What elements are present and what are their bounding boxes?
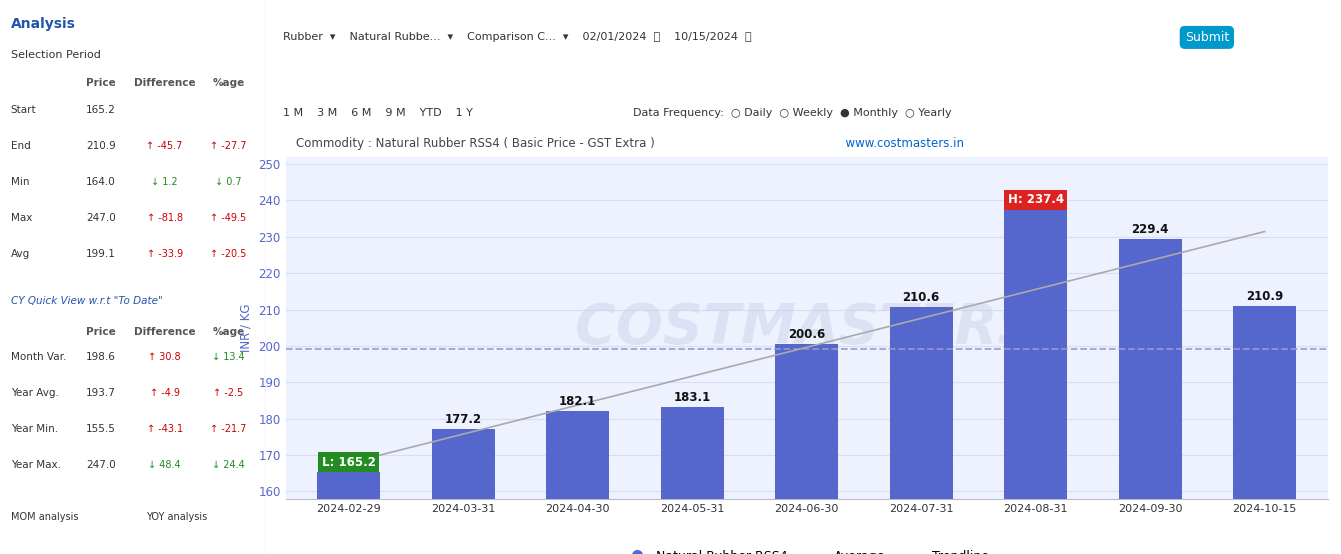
Text: ↓ 48.4: ↓ 48.4 [149, 460, 181, 470]
Bar [775, 343, 838, 499]
Text: 247.0: 247.0 [86, 460, 115, 470]
Text: 193.7: 193.7 [86, 388, 115, 398]
Text: ↑ -2.5: ↑ -2.5 [213, 388, 244, 398]
Text: 164.0: 164.0 [86, 177, 115, 187]
Text: Submit: Submit [1184, 31, 1228, 44]
Bar [661, 407, 724, 499]
Bar [889, 307, 952, 499]
Text: ↑ 30.8: ↑ 30.8 [149, 352, 181, 362]
Text: ↑ -43.1: ↑ -43.1 [146, 424, 182, 434]
Text: ↓ 13.4: ↓ 13.4 [212, 352, 244, 362]
Text: 199.1: 199.1 [86, 249, 115, 259]
Text: L: 165.2: L: 165.2 [322, 456, 375, 469]
Text: ↑ -81.8: ↑ -81.8 [146, 213, 182, 223]
Text: Price: Price [86, 327, 115, 337]
Text: 183.1: 183.1 [673, 392, 711, 404]
Y-axis label: INR / KG: INR / KG [240, 304, 253, 352]
Text: 210.9: 210.9 [86, 141, 115, 151]
Text: End: End [11, 141, 31, 151]
Text: ↓ 1.2: ↓ 1.2 [152, 177, 178, 187]
Bar [546, 411, 609, 499]
Text: Data Frequency:  ○ Daily  ○ Weekly  ● Monthly  ○ Yearly: Data Frequency: ○ Daily ○ Weekly ● Month… [633, 109, 952, 119]
Bar [1118, 239, 1181, 499]
Text: 155.5: 155.5 [86, 424, 115, 434]
Text: ↑ -27.7: ↑ -27.7 [211, 141, 247, 151]
Text: 198.6: 198.6 [86, 352, 115, 362]
Text: 200.6: 200.6 [789, 328, 825, 341]
Text: Year Avg.: Year Avg. [11, 388, 59, 398]
Text: Start: Start [11, 105, 36, 115]
Text: Difference: Difference [134, 78, 196, 88]
Bar [432, 429, 495, 499]
Text: Min: Min [11, 177, 30, 187]
Bar [316, 473, 380, 499]
Text: www.costmasters.in: www.costmasters.in [838, 137, 964, 150]
Text: 177.2: 177.2 [445, 413, 481, 426]
Bar [1234, 306, 1297, 499]
Text: 247.0: 247.0 [86, 213, 115, 223]
Text: Price: Price [86, 78, 115, 88]
Text: 1 M    3 M    6 M    9 M    YTD    1 Y: 1 M 3 M 6 M 9 M YTD 1 Y [283, 109, 473, 119]
Text: CY Quick View w.r.t "To Date": CY Quick View w.r.t "To Date" [11, 296, 162, 306]
Text: Max: Max [11, 213, 32, 223]
Text: ↓ 0.7: ↓ 0.7 [215, 177, 241, 187]
Text: 210.9: 210.9 [1246, 290, 1283, 304]
Bar [1004, 210, 1067, 499]
Text: Analysis: Analysis [11, 17, 75, 30]
Text: 182.1: 182.1 [559, 395, 597, 408]
Text: ↓ 24.4: ↓ 24.4 [212, 460, 244, 470]
Text: Avg: Avg [11, 249, 30, 259]
Text: Difference: Difference [134, 327, 196, 337]
Legend: Natural Rubber RSS4, Average, Trendline: Natural Rubber RSS4, Average, Trendline [620, 545, 994, 554]
Text: Year Max.: Year Max. [11, 460, 60, 470]
Text: ↑ -21.7: ↑ -21.7 [211, 424, 247, 434]
Text: ↑ -49.5: ↑ -49.5 [211, 213, 247, 223]
Text: %age: %age [212, 327, 244, 337]
Text: YOY analysis: YOY analysis [146, 512, 208, 522]
Text: %age: %age [212, 78, 244, 88]
Text: Year Min.: Year Min. [11, 424, 58, 434]
Text: Rubber  ▾    Natural Rubbe...  ▾    Comparison C...  ▾    02/01/2024  📅    10/15: Rubber ▾ Natural Rubbe... ▾ Comparison C… [283, 32, 751, 43]
Text: H: 237.4: H: 237.4 [1007, 193, 1063, 206]
Text: Month Var.: Month Var. [11, 352, 66, 362]
Text: Selection Period: Selection Period [11, 50, 101, 60]
Text: Commodity : Natural Rubber RSS4 ( Basic Price - GST Extra ): Commodity : Natural Rubber RSS4 ( Basic … [296, 137, 654, 150]
Text: COSTMASTERS: COSTMASTERS [575, 301, 1038, 355]
Text: 229.4: 229.4 [1132, 223, 1169, 236]
Text: ↑ -4.9: ↑ -4.9 [150, 388, 180, 398]
Text: ↑ -45.7: ↑ -45.7 [146, 141, 182, 151]
Text: MOM analysis: MOM analysis [11, 512, 78, 522]
Text: 165.2: 165.2 [86, 105, 115, 115]
Text: 210.6: 210.6 [902, 291, 940, 304]
Text: ↑ -33.9: ↑ -33.9 [146, 249, 182, 259]
Text: ↑ -20.5: ↑ -20.5 [211, 249, 247, 259]
